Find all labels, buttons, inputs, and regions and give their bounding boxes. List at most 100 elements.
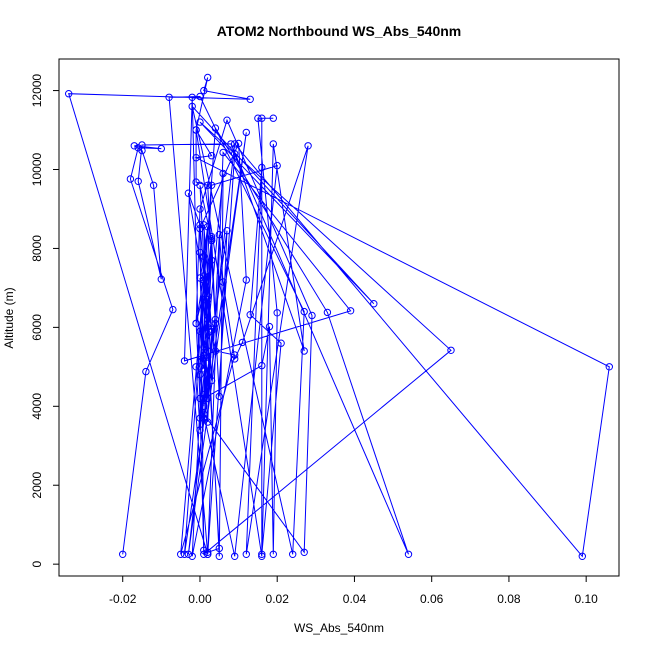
data-point [204,353,212,361]
data-point [204,223,212,231]
data-point [134,177,142,186]
data-point [215,544,224,553]
data-point [265,322,274,331]
data-point [242,276,251,284]
data-point [223,116,231,124]
data-point [300,548,308,556]
x-axis-label: WS_Abs_540nm [294,621,384,635]
data-point [200,86,208,95]
x-tick-label: 0.02 [266,592,290,606]
data-point [234,139,243,148]
data-point [188,552,196,560]
data-point [219,278,227,286]
data-point [157,144,166,153]
data-point [188,93,196,102]
data-point [231,150,239,158]
series-layer [65,73,613,560]
data-point [130,142,139,150]
data-point [231,355,239,363]
data-point [169,305,177,314]
data-point [231,552,239,560]
data-point [207,325,216,333]
data-point [196,205,204,213]
chart-title: ATOM2 Northbound WS_Abs_540nm [217,23,462,39]
data-point [200,272,208,280]
data-point [300,307,308,316]
data-point [404,550,413,558]
data-point [196,371,204,379]
data-point [192,363,200,371]
data-point [207,232,216,241]
data-point [180,550,189,558]
data-point [204,418,212,426]
data-point [184,189,193,197]
data-point [200,276,208,284]
x-tick-label: -0.02 [109,592,137,606]
data-point [196,221,204,229]
data-point [300,347,308,355]
data-point [258,163,266,172]
data-point [258,361,266,370]
data-point [200,414,208,422]
x-tick-label: 0.08 [497,592,521,606]
y-tick-label: 8000 [30,235,44,262]
data-point [200,394,208,403]
data-point [200,402,208,410]
data-point [200,343,208,351]
data-point [196,181,204,190]
data-point [196,248,204,257]
data-point [346,307,355,315]
y-tick-label: 4000 [30,393,44,420]
data-point [207,256,216,264]
data-point [204,73,212,82]
data-point [204,315,212,324]
data-point [242,128,251,137]
data-point [258,550,266,558]
data-point [211,347,220,355]
plot-frame [58,58,620,577]
data-point [192,126,200,134]
data-point [196,414,204,422]
data-point [196,327,204,335]
data-point [207,376,216,385]
data-point [192,154,200,162]
data-point [138,146,146,155]
data-point [142,367,150,376]
data-point [227,140,235,148]
y-tick-label: 12000 [30,74,44,108]
y-tick-label: 6000 [30,314,44,341]
data-point [200,390,208,399]
x-tick-label: 0.00 [188,592,212,606]
data-point [200,296,208,304]
data-point [184,550,193,558]
data-point [238,338,247,347]
data-point [196,118,204,126]
data-point [200,252,208,260]
y-axis-label: Altitude (m) [2,287,16,348]
data-point [605,363,613,371]
y-tick-label: 10000 [30,152,44,186]
data-point [196,363,204,371]
y-tick-label: 2000 [30,472,44,499]
data-point [157,275,166,283]
data-point [223,227,231,235]
data-point [149,181,158,190]
x-axis: -0.02 0.00 0.02 0.04 0.06 0.08 0.10 [109,576,598,606]
data-point [188,102,196,111]
data-point [204,292,212,300]
data-point [308,311,316,320]
data-point [246,95,254,104]
data-point [196,394,204,403]
data-point [207,152,216,160]
data-point [177,550,185,558]
data-point [211,124,220,132]
data-point [211,319,220,328]
x-tick-label: 0.06 [420,592,444,606]
y-tick-label: 0 [30,561,44,568]
data-point [207,181,216,190]
data-point [273,161,281,170]
data-point [196,426,204,434]
x-tick-label: 0.04 [343,592,367,606]
data-point [242,550,251,558]
